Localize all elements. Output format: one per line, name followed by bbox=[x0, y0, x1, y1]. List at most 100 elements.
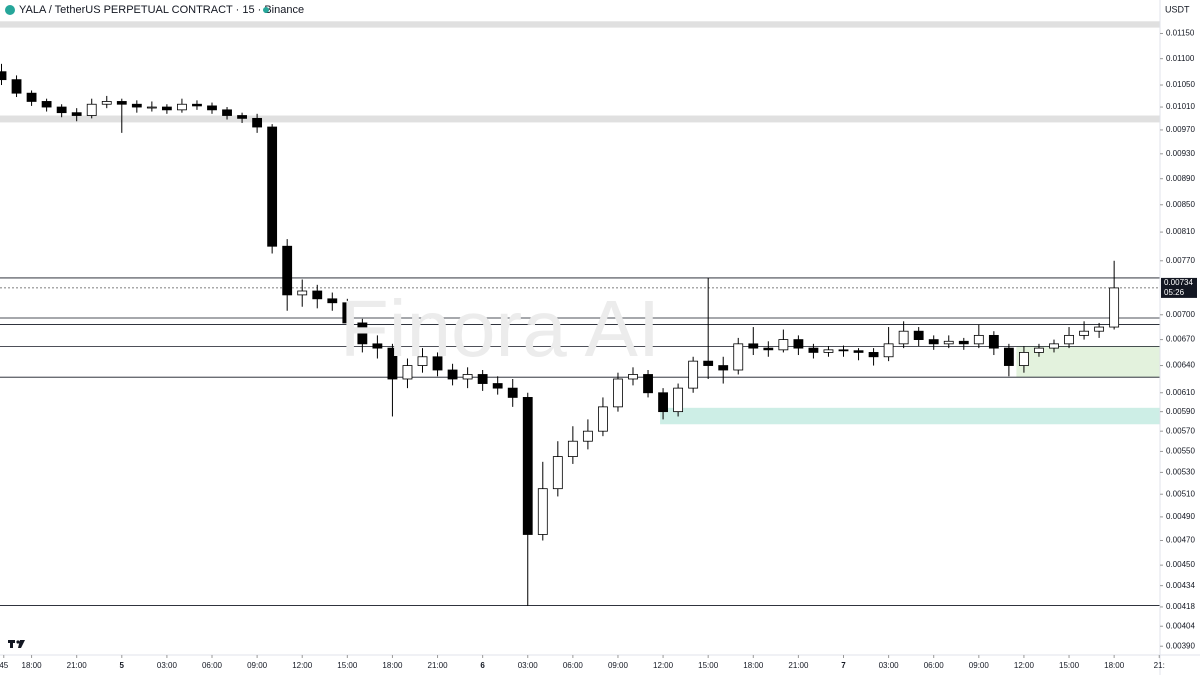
y-tick-label: 0.00930 bbox=[1166, 149, 1195, 158]
candle-body bbox=[192, 103, 202, 107]
candle-body bbox=[161, 106, 172, 111]
candle-body bbox=[447, 369, 458, 380]
y-tick-label: 0.00610 bbox=[1166, 388, 1195, 397]
y-tick-label: 0.00418 bbox=[1166, 602, 1195, 611]
candle-body bbox=[582, 430, 593, 442]
candle-body bbox=[552, 456, 563, 490]
candle-body bbox=[688, 360, 699, 389]
last-price-box bbox=[1161, 277, 1197, 298]
candle-body bbox=[868, 352, 879, 358]
candle-body bbox=[793, 339, 804, 349]
y-tick-label: 0.00770 bbox=[1166, 256, 1195, 265]
y-tick-label: 0.00810 bbox=[1166, 227, 1195, 236]
y-tick-label: 0.00640 bbox=[1166, 361, 1195, 370]
candle-body bbox=[432, 356, 443, 371]
candle-body bbox=[26, 92, 37, 102]
candle-body bbox=[643, 374, 653, 394]
y-tick-label: 0.00570 bbox=[1166, 426, 1195, 435]
candle-body bbox=[101, 101, 112, 105]
candle-body bbox=[1094, 326, 1105, 332]
x-tick-label: 45 bbox=[0, 661, 9, 670]
y-tick-label: 0.01050 bbox=[1166, 80, 1195, 89]
candle-body bbox=[357, 322, 368, 345]
candle-body bbox=[853, 350, 864, 353]
candle-body bbox=[718, 365, 729, 371]
candle-body bbox=[462, 374, 473, 380]
y-tick-label: 0.00434 bbox=[1166, 581, 1195, 590]
zone bbox=[0, 115, 1160, 123]
x-tick-label: 06:00 bbox=[563, 661, 584, 670]
y-tick-label: 0.00590 bbox=[1166, 407, 1195, 416]
x-tick-label: 03:00 bbox=[157, 661, 178, 670]
candle-body bbox=[41, 101, 52, 108]
x-tick-label: 18:00 bbox=[1104, 661, 1125, 670]
x-tick-label: 09:00 bbox=[969, 661, 990, 670]
candle-body bbox=[1064, 334, 1074, 345]
x-tick-label: 06:00 bbox=[924, 661, 945, 670]
candle-body bbox=[387, 347, 398, 380]
y-tick-label: 0.00970 bbox=[1166, 125, 1195, 134]
y-tick-label: 0.00490 bbox=[1166, 512, 1195, 521]
candle-body bbox=[282, 245, 293, 296]
candle-body bbox=[0, 71, 7, 81]
x-tick-label: 15:00 bbox=[698, 661, 719, 670]
candle-body bbox=[1109, 287, 1120, 328]
candle-body bbox=[177, 103, 187, 111]
candle-body bbox=[342, 302, 353, 324]
y-tick-label: 0.00700 bbox=[1166, 310, 1195, 319]
tv-logo bbox=[8, 640, 25, 648]
status-dot bbox=[263, 7, 269, 13]
candle-body bbox=[1079, 330, 1089, 336]
x-tick-label: 21:00 bbox=[788, 661, 809, 670]
candle-body bbox=[808, 347, 819, 353]
candle-body bbox=[146, 106, 157, 109]
candle-body bbox=[327, 298, 338, 304]
candle-body bbox=[613, 378, 623, 408]
x-tick-label: 03:00 bbox=[518, 661, 539, 670]
x-tick-label: 03:00 bbox=[879, 661, 900, 670]
last-price-label: 0.00734 bbox=[1164, 278, 1193, 287]
candle-body bbox=[11, 79, 22, 94]
candle-body bbox=[402, 365, 413, 380]
candle-body bbox=[913, 330, 924, 340]
zone bbox=[660, 407, 1160, 425]
candle-body bbox=[267, 126, 278, 247]
candle-body bbox=[537, 488, 548, 535]
zone bbox=[0, 21, 1160, 28]
candle-body bbox=[1003, 347, 1014, 366]
candle-body bbox=[733, 343, 744, 371]
x-tick-label: 21:00 bbox=[428, 661, 449, 670]
y-tick-label: 0.00510 bbox=[1166, 489, 1195, 498]
candle-body bbox=[237, 115, 247, 119]
y-tick-label: 0.00450 bbox=[1166, 560, 1195, 569]
y-tick-label: 0.00404 bbox=[1166, 621, 1195, 630]
y-tick-label: 0.00890 bbox=[1166, 174, 1195, 183]
x-tick-label: 18:00 bbox=[743, 661, 764, 670]
x-tick-label: 09:00 bbox=[608, 661, 629, 670]
candle-body bbox=[56, 106, 67, 114]
candle-body bbox=[883, 343, 894, 358]
candle-body bbox=[928, 339, 939, 345]
candle-body bbox=[598, 406, 608, 432]
candle-body bbox=[522, 397, 533, 535]
countdown-label: 05:26 bbox=[1164, 288, 1185, 297]
y-tick-label: 0.00470 bbox=[1166, 536, 1195, 545]
candle-body bbox=[703, 360, 714, 366]
candle-body bbox=[131, 103, 142, 108]
candle-body bbox=[823, 349, 834, 353]
currency: USDT bbox=[1165, 4, 1190, 14]
candle-body bbox=[297, 290, 308, 296]
watermark: Finora AI bbox=[340, 284, 660, 373]
candle-body bbox=[252, 117, 263, 128]
candle-body bbox=[417, 356, 428, 366]
candle-body bbox=[372, 343, 383, 349]
candle-body bbox=[673, 387, 684, 413]
x-tick-label: 7 bbox=[841, 661, 846, 670]
x-tick-label: 06:00 bbox=[202, 661, 223, 670]
x-tick-label: 21:00 bbox=[67, 661, 88, 670]
header-bg bbox=[0, 0, 300, 20]
x-tick-label: 15:00 bbox=[1059, 661, 1080, 670]
candle-body bbox=[988, 334, 999, 349]
header-title: YALA / TetherUS PERPETUAL CONTRACT · 15 … bbox=[19, 4, 304, 16]
